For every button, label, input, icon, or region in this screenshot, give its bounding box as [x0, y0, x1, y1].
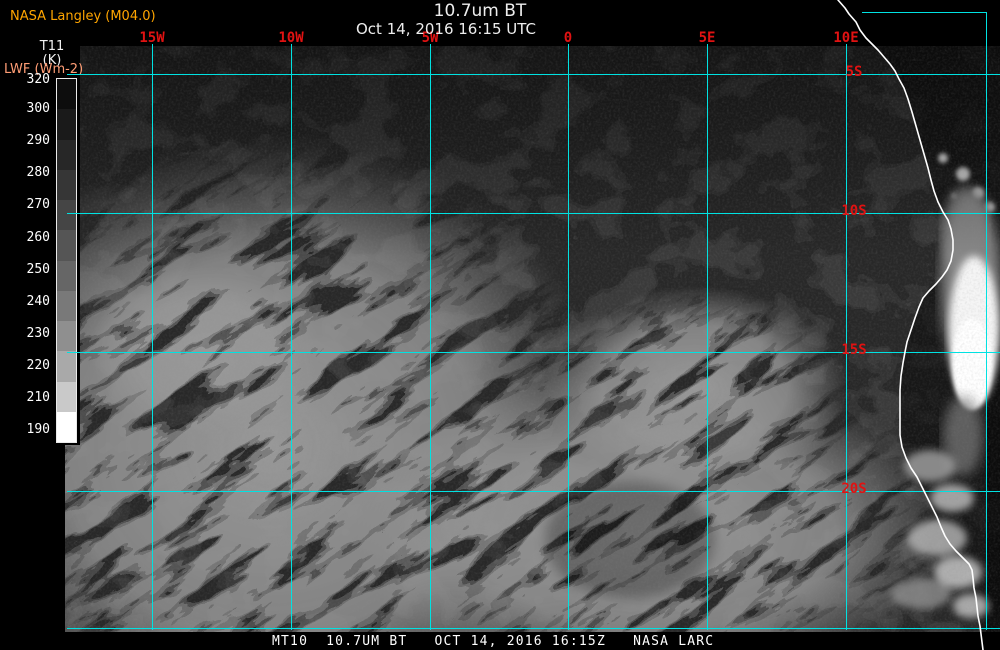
colorbar-segment [57, 381, 76, 412]
colorbar-segment [57, 230, 76, 261]
gridline-longitude [152, 44, 153, 630]
gridline-latitude [67, 352, 1000, 353]
gridline-longitude [430, 44, 431, 630]
gridline-longitude [707, 44, 708, 630]
lon-label: 5E [698, 30, 716, 46]
colorbar-tick-label: 300 [26, 101, 50, 116]
lon-label: 15W [139, 30, 165, 46]
colorbar-segment [57, 321, 76, 352]
lon-label: 5W [421, 30, 439, 46]
colorbar-segment [57, 139, 76, 170]
colorbar-segment [57, 109, 76, 140]
colorbar-tick-label: 240 [26, 294, 50, 309]
colorbar-segment [57, 79, 76, 110]
colorbar-tick-label: 280 [26, 165, 50, 180]
gridline-latitude [67, 213, 1000, 214]
lon-label: 10W [278, 30, 304, 46]
colorbar-tick-label: 220 [26, 358, 50, 373]
lat-label: 5S [845, 64, 863, 80]
lat-label: 20S [841, 481, 867, 497]
colorbar-tick-label: 190 [26, 422, 50, 437]
colorbar-tick-label: 250 [26, 262, 50, 277]
colorbar-tick-label: 290 [26, 133, 50, 148]
colorbar-segment [57, 260, 76, 291]
gridline-latitude [67, 628, 1000, 629]
lon-label: 10E [833, 30, 859, 46]
credit-label: NASA Langley (M04.0) [10, 9, 156, 24]
colorbar-tick-label: 260 [26, 230, 50, 245]
lon-label: 0 [563, 30, 573, 46]
gridline-longitude [568, 44, 569, 630]
colorbar-tick-label: 210 [26, 390, 50, 405]
colorbar-title: T11 [39, 39, 65, 54]
colorbar-units: (K) [42, 53, 62, 68]
colorbar-segment [57, 351, 76, 382]
gridline-latitude-edge [862, 12, 986, 13]
gridline-longitude [846, 44, 847, 630]
gridline-longitude [291, 44, 292, 630]
gridline-longitude-edge [986, 12, 987, 630]
gridline-latitude [67, 74, 1000, 75]
colorbar-segment [57, 290, 76, 321]
timestamp-label: Oct 14, 2016 16:15 UTC [356, 20, 536, 38]
colorbar-segment [57, 411, 76, 442]
lat-label: 10S [841, 203, 867, 219]
colorbar-panel: T11 (K) LWF (Wm-2) 320 300 290 280 270 260 250… [0, 0, 84, 445]
colorbar-tick-label: 320 [26, 72, 50, 87]
footer-caption: MT10 10.7UM BT OCT 14, 2016 16:15Z NASA … [272, 634, 715, 649]
colorbar-tick-label: 270 [26, 197, 50, 212]
colorbar-segment [57, 200, 76, 231]
lat-label: 15S [841, 342, 867, 358]
colorbar [56, 78, 77, 443]
page-title: 10.7um BT [433, 1, 527, 21]
colorbar-tick-label: 230 [26, 326, 50, 341]
gridline-latitude [67, 491, 1000, 492]
colorbar-secondary-label: LWF (Wm-2) [4, 62, 84, 77]
colorbar-segment [57, 169, 76, 200]
